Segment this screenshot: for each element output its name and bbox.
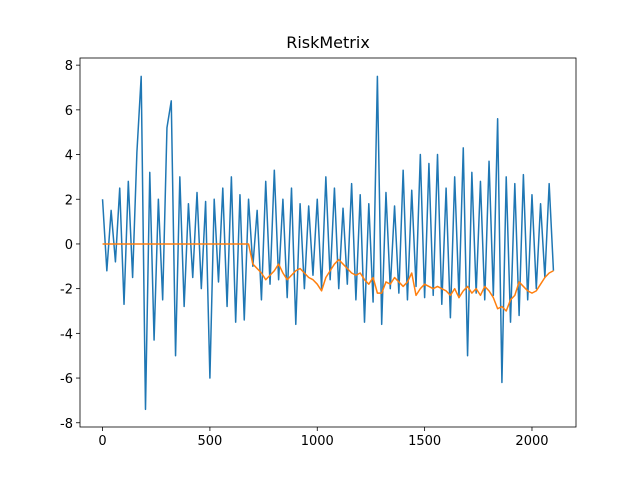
y-tick-label: -2 [60, 283, 73, 298]
x-tick-label: 500 [197, 434, 222, 449]
chart-title: RiskMetrix [286, 33, 370, 52]
y-tick-label: 6 [65, 104, 73, 119]
y-tick-label: -6 [60, 372, 73, 387]
y-tick-label: -4 [60, 327, 73, 342]
x-tick-label: 0 [98, 434, 106, 449]
x-tick-label: 1000 [301, 434, 334, 449]
y-tick-label: -8 [60, 417, 73, 432]
y-tick-label: 4 [65, 149, 73, 164]
series-line [101, 75, 555, 411]
y-tick-label: 0 [65, 238, 73, 253]
x-tick-label: 2000 [515, 434, 548, 449]
y-tick-label: 8 [65, 59, 73, 74]
series-line [102, 243, 554, 312]
y-tick-label: 2 [65, 193, 73, 208]
plot-frame [79, 57, 577, 428]
x-tick-label: 1500 [408, 434, 441, 449]
